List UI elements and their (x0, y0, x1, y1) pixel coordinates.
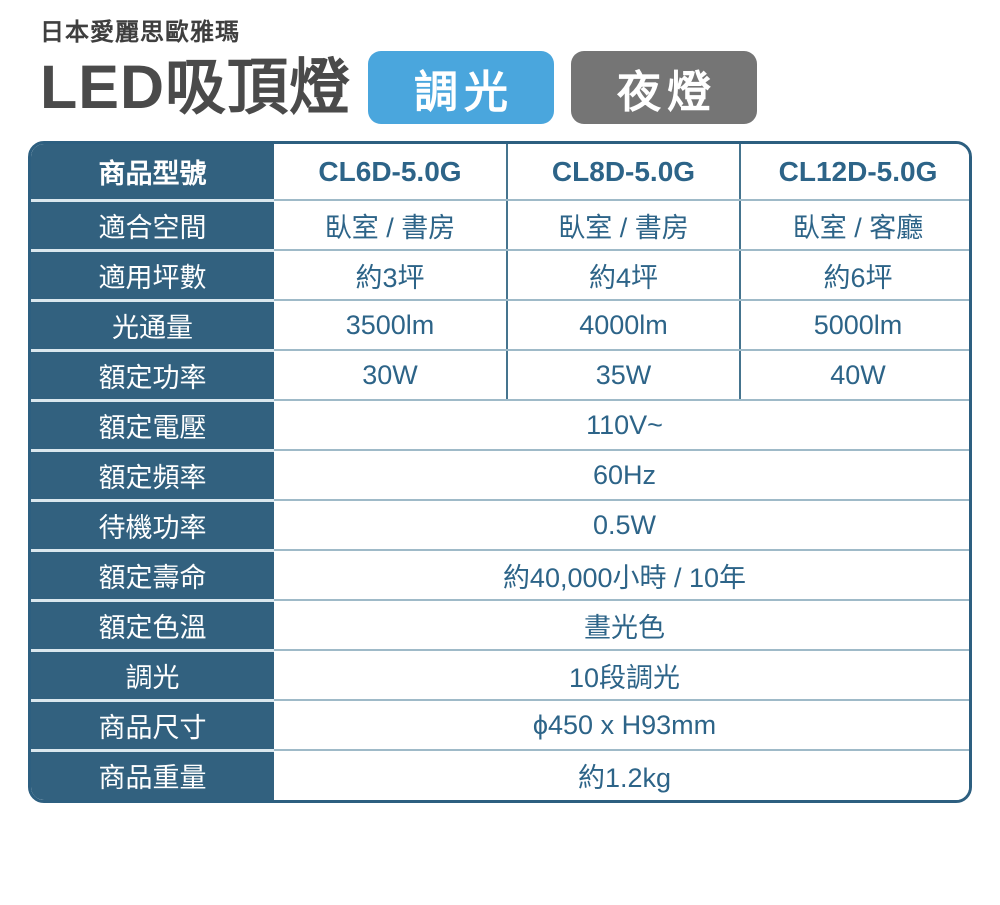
spec-value-merged: 晝光色 (274, 600, 969, 651)
row-label: 待機功率 (31, 500, 274, 552)
spec-value-merged: 10段調光 (274, 650, 969, 701)
row-label: 額定頻率 (31, 450, 274, 502)
table-row: 額定功率 30W 35W 40W (31, 350, 969, 402)
table-row: 待機功率 0.5W (31, 500, 969, 552)
spec-value: CL12D-5.0G (740, 144, 969, 201)
row-label: 額定色溫 (31, 600, 274, 652)
row-label: 商品型號 (31, 144, 274, 202)
badge-dimming: 調光 (368, 51, 555, 124)
table-header-row: 商品型號 CL6D-5.0G CL8D-5.0G CL12D-5.0G (31, 144, 969, 202)
spec-value: 臥室 / 書房 (507, 200, 741, 251)
spec-value: 臥室 / 客廳 (740, 200, 969, 251)
spec-value-merged: 約40,000小時 / 10年 (274, 550, 969, 601)
page-header: 日本愛麗思歐雅瑪 LED吸頂燈 調光 夜燈 (40, 12, 970, 124)
spec-table: 商品型號 CL6D-5.0G CL8D-5.0G CL12D-5.0G 適合空間 臥室 /… (28, 141, 972, 803)
table-row: 額定電壓 110V~ (31, 400, 969, 452)
spec-value-merged: ϕ450 x H93mm (274, 700, 969, 751)
spec-value-merged: 0.5W (274, 500, 969, 551)
row-label: 適合空間 (31, 200, 274, 252)
table-row: 光通量 3500lm 4000lm 5000lm (31, 300, 969, 352)
spec-value: CL6D-5.0G (274, 144, 508, 201)
spec-table-grid: 商品型號 CL6D-5.0G CL8D-5.0G CL12D-5.0G 適合空間 臥室 /… (31, 144, 969, 800)
spec-value: 4000lm (507, 300, 741, 351)
table-row: 額定壽命 約40,000小時 / 10年 (31, 550, 969, 602)
row-label: 額定功率 (31, 350, 274, 402)
table-row: 適合空間 臥室 / 書房 臥室 / 書房 臥室 / 客廳 (31, 200, 969, 252)
table-row: 額定頻率 60Hz (31, 450, 969, 502)
row-label: 適用坪數 (31, 250, 274, 302)
spec-value: 臥室 / 書房 (274, 200, 508, 251)
spec-value: 約3坪 (274, 250, 508, 301)
spec-table-body: 商品型號 CL6D-5.0G CL8D-5.0G CL12D-5.0G 適合空間 臥室 /… (31, 144, 969, 800)
spec-value: 40W (740, 350, 969, 401)
table-row: 額定色溫 晝光色 (31, 600, 969, 652)
row-label: 光通量 (31, 300, 274, 352)
spec-value-merged: 60Hz (274, 450, 969, 501)
spec-value: 約6坪 (740, 250, 969, 301)
spec-value-merged: 約1.2kg (274, 750, 969, 800)
spec-value: CL8D-5.0G (507, 144, 741, 201)
table-row: 調光 10段調光 (31, 650, 969, 702)
row-label: 商品尺寸 (31, 700, 274, 752)
spec-value: 約4坪 (507, 250, 741, 301)
row-label: 額定電壓 (31, 400, 274, 452)
table-row: 商品重量 約1.2kg (31, 750, 969, 800)
spec-value: 5000lm (740, 300, 969, 351)
row-label: 額定壽命 (31, 550, 274, 602)
table-row: 商品尺寸 ϕ450 x H93mm (31, 700, 969, 752)
spec-value: 30W (274, 350, 508, 401)
table-row: 適用坪數 約3坪 約4坪 約6坪 (31, 250, 969, 302)
row-label: 調光 (31, 650, 274, 702)
spec-value-merged: 110V~ (274, 400, 969, 451)
title-row: LED吸頂燈 調光 夜燈 (40, 51, 970, 124)
spec-value: 3500lm (274, 300, 508, 351)
brand-name: 日本愛麗思歐雅瑪 (40, 19, 240, 46)
page-title: LED吸頂燈 (40, 52, 352, 121)
badge-nightlight: 夜燈 (571, 51, 758, 124)
spec-value: 35W (507, 350, 741, 401)
row-label: 商品重量 (31, 750, 274, 800)
